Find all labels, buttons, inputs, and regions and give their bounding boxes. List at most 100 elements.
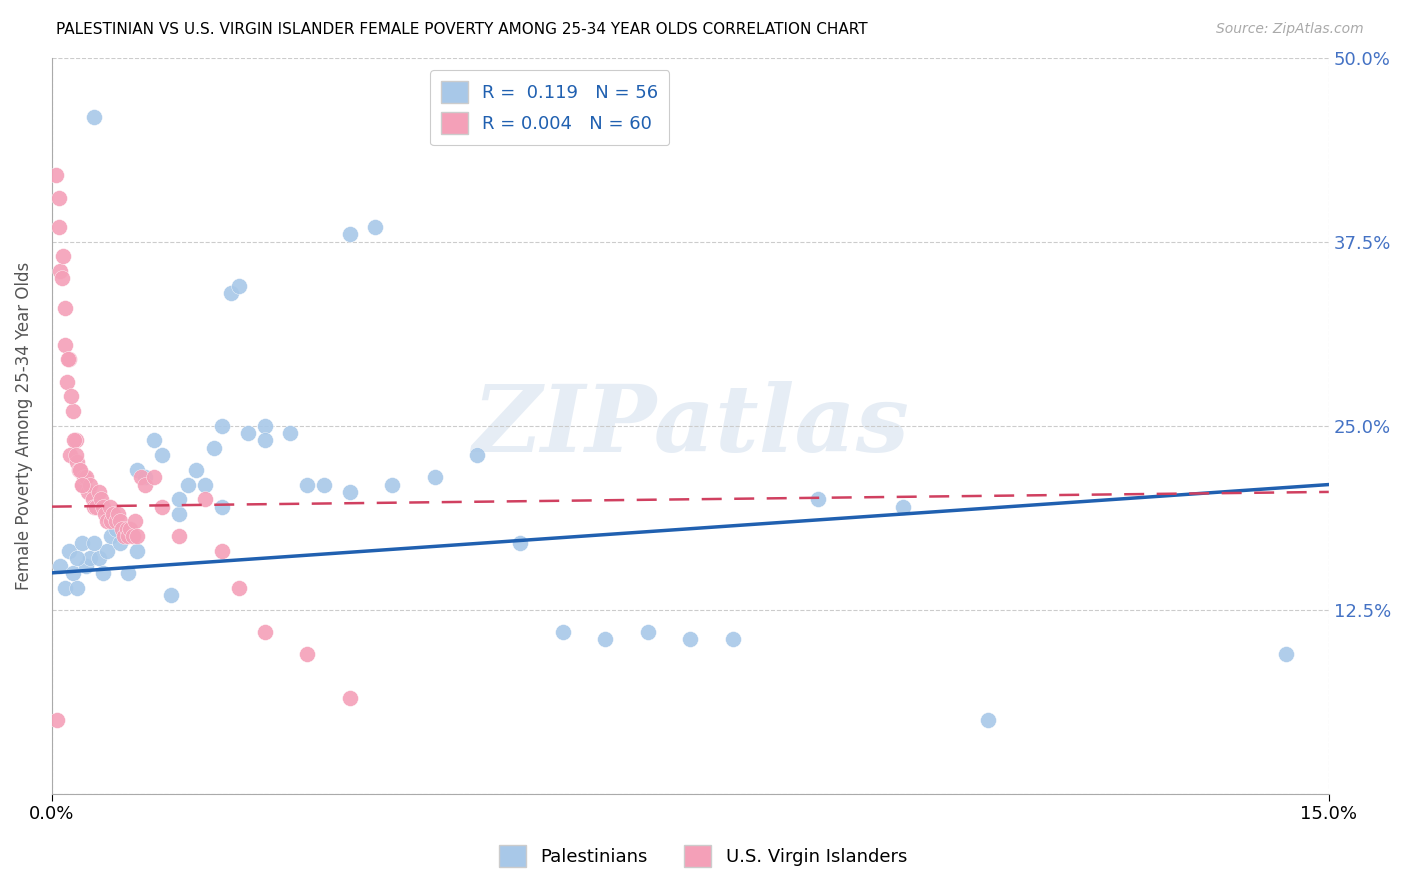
Point	[75, 558, 97, 573]
Point	[169, 507, 191, 521]
Point	[56, 375, 79, 389]
Point	[62, 404, 84, 418]
Point	[211, 500, 233, 514]
Point	[96, 514, 118, 528]
Point	[117, 566, 139, 580]
Point	[152, 448, 174, 462]
Point	[211, 543, 233, 558]
Point	[87, 551, 110, 566]
Text: PALESTINIAN VS U.S. VIRGIN ISLANDER FEMALE POVERTY AMONG 25-34 YEAR OLDS CORRELA: PALESTINIAN VS U.S. VIRGIN ISLANDER FEMA…	[56, 22, 868, 37]
Point	[45, 169, 67, 183]
Point	[53, 581, 76, 595]
Point	[339, 227, 361, 242]
Point	[91, 500, 114, 514]
Point	[110, 522, 132, 536]
Point	[59, 448, 82, 462]
Text: ZIPatlas: ZIPatlas	[472, 381, 908, 471]
Point	[84, 500, 107, 514]
Point	[100, 514, 122, 528]
Point	[52, 249, 75, 263]
Point	[593, 632, 616, 646]
Point	[679, 632, 702, 646]
Point	[72, 477, 94, 491]
Point	[807, 492, 830, 507]
Point	[117, 529, 139, 543]
Point	[120, 522, 142, 536]
Point	[194, 492, 217, 507]
Point	[125, 463, 148, 477]
Point	[134, 470, 156, 484]
Point	[236, 425, 259, 440]
Point	[108, 514, 131, 528]
Point	[79, 551, 101, 566]
Point	[70, 477, 93, 491]
Point	[142, 434, 165, 448]
Point	[66, 455, 89, 469]
Point	[91, 566, 114, 580]
Point	[721, 632, 744, 646]
Point	[101, 507, 124, 521]
Point	[100, 529, 122, 543]
Point	[66, 551, 89, 566]
Point	[423, 470, 446, 484]
Point	[228, 278, 250, 293]
Point	[48, 219, 70, 234]
Point	[49, 264, 72, 278]
Point	[314, 477, 336, 491]
Point	[67, 463, 90, 477]
Point	[58, 352, 80, 367]
Point	[112, 529, 135, 543]
Point	[124, 514, 146, 528]
Point	[228, 581, 250, 595]
Point	[295, 477, 318, 491]
Point	[60, 389, 83, 403]
Point	[83, 536, 105, 550]
Point	[45, 713, 67, 727]
Point	[160, 588, 183, 602]
Point	[63, 434, 86, 448]
Point	[202, 441, 225, 455]
Point	[115, 522, 138, 536]
Point	[87, 484, 110, 499]
Point	[108, 536, 131, 550]
Point	[253, 418, 276, 433]
Point	[104, 522, 127, 536]
Point	[977, 713, 1000, 727]
Point	[121, 529, 143, 543]
Legend: Palestinians, U.S. Virgin Islanders: Palestinians, U.S. Virgin Islanders	[492, 838, 914, 874]
Point	[169, 529, 191, 543]
Point	[169, 492, 191, 507]
Point	[364, 219, 387, 234]
Point	[1275, 647, 1298, 661]
Point	[90, 492, 112, 507]
Point	[53, 301, 76, 315]
Point	[69, 463, 91, 477]
Point	[58, 543, 80, 558]
Point	[104, 514, 127, 528]
Point	[253, 434, 276, 448]
Point	[65, 434, 87, 448]
Point	[53, 337, 76, 351]
Point	[891, 500, 914, 514]
Point	[73, 470, 96, 484]
Point	[70, 536, 93, 550]
Point	[125, 529, 148, 543]
Point	[62, 566, 84, 580]
Point	[509, 536, 531, 550]
Point	[467, 448, 489, 462]
Point	[339, 484, 361, 499]
Point	[278, 425, 301, 440]
Point	[129, 470, 152, 484]
Point	[177, 477, 200, 491]
Point	[253, 624, 276, 639]
Point	[83, 110, 105, 124]
Point	[186, 463, 208, 477]
Point	[134, 477, 156, 491]
Point	[295, 647, 318, 661]
Point	[637, 624, 659, 639]
Point	[82, 492, 104, 507]
Point	[339, 691, 361, 706]
Point	[49, 558, 72, 573]
Point	[75, 470, 97, 484]
Point	[83, 500, 105, 514]
